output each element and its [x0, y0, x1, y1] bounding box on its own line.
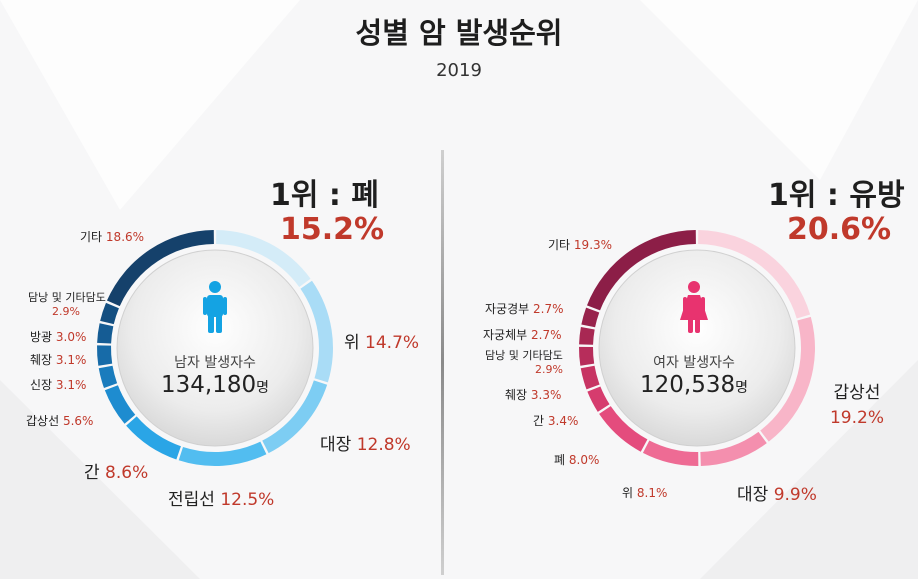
- male-donut-chart: [97, 230, 333, 466]
- female-donut-chart: [578, 230, 815, 466]
- female-slice-10: [586, 230, 696, 311]
- female-person-icon: [680, 281, 708, 333]
- male-slice-4: [126, 416, 181, 460]
- male-total-value: 134,180명: [160, 372, 269, 398]
- female-slice-4: [599, 406, 648, 452]
- female-slice-3: [642, 440, 699, 466]
- female-slice-7: [578, 346, 595, 366]
- page-title: 성별 암 발생순위: [355, 16, 563, 50]
- female-slice-1: [760, 316, 815, 442]
- male-slice-5: [104, 385, 136, 424]
- female-slice-9: [581, 307, 600, 328]
- female-label-uterine-body: 자궁체부 2.7%: [483, 328, 562, 342]
- male-label-thyroid: 갑상선 5.6%: [26, 414, 94, 428]
- male-slice-6: [98, 365, 118, 388]
- female-slice-2: [700, 431, 767, 466]
- male-slice-7: [97, 345, 113, 366]
- year-label: 2019: [436, 60, 482, 81]
- male-slice-10: [106, 230, 214, 307]
- female-label-liver: 간 3.4%: [533, 414, 579, 428]
- male-slice-0: [216, 230, 311, 287]
- female-label-other: 기타 19.3%: [548, 238, 613, 252]
- female-total-value: 120,538명: [639, 372, 748, 398]
- male-rank-percent: 15.2%: [280, 212, 385, 247]
- female-label-thyroid: 갑상선 19.2%: [829, 383, 884, 428]
- female-label-colorectal: 대장 9.9%: [737, 485, 817, 505]
- male-label-prostate: 전립선 12.5%: [168, 490, 275, 510]
- female-slice-5: [587, 386, 610, 412]
- female-rank-percent: 20.6%: [787, 212, 892, 247]
- female-slice-8: [579, 326, 595, 345]
- female-label-lung: 폐 8.0%: [554, 453, 600, 467]
- male-label-pancreas: 췌장 3.1%: [30, 353, 87, 367]
- male-label-bladder: 방광 3.0%: [30, 330, 87, 344]
- male-rank-title: 1위 : 폐: [270, 178, 379, 213]
- divider: [441, 150, 444, 575]
- male-label-colorectal: 대장 12.8%: [320, 435, 411, 455]
- female-rank-title: 1위 : 유방: [768, 178, 905, 213]
- female-slice-6: [580, 365, 600, 390]
- male-label-liver: 간 8.6%: [84, 463, 149, 483]
- female-total-caption: 여자 발생자수: [653, 355, 735, 371]
- male-label-other: 기타 18.6%: [80, 230, 145, 244]
- female-label-pancreas: 췌장 3.3%: [505, 388, 562, 402]
- male-slice-9: [100, 302, 119, 325]
- male-label-kidney: 신장 3.1%: [30, 378, 87, 392]
- male-slice-2: [262, 380, 328, 454]
- female-label-cervix: 자궁경부 2.7%: [485, 302, 564, 316]
- female-center-disc: [598, 249, 796, 447]
- female-slice-0: [698, 230, 811, 319]
- male-center-disc: [116, 249, 314, 447]
- male-slice-1: [300, 280, 333, 383]
- female-label-stomach: 위 8.1%: [622, 486, 668, 500]
- male-total-caption: 남자 발생자수: [174, 355, 256, 371]
- male-slice-3: [178, 441, 267, 466]
- male-person-icon: [203, 281, 227, 333]
- male-label-stomach: 위 14.7%: [344, 333, 420, 353]
- male-slice-8: [97, 323, 114, 344]
- female-label-gallbladder: 담낭 및 기타담도 2.9%: [485, 349, 563, 376]
- male-label-gallbladder: 담낭 및 기타담도 2.9%: [28, 291, 106, 318]
